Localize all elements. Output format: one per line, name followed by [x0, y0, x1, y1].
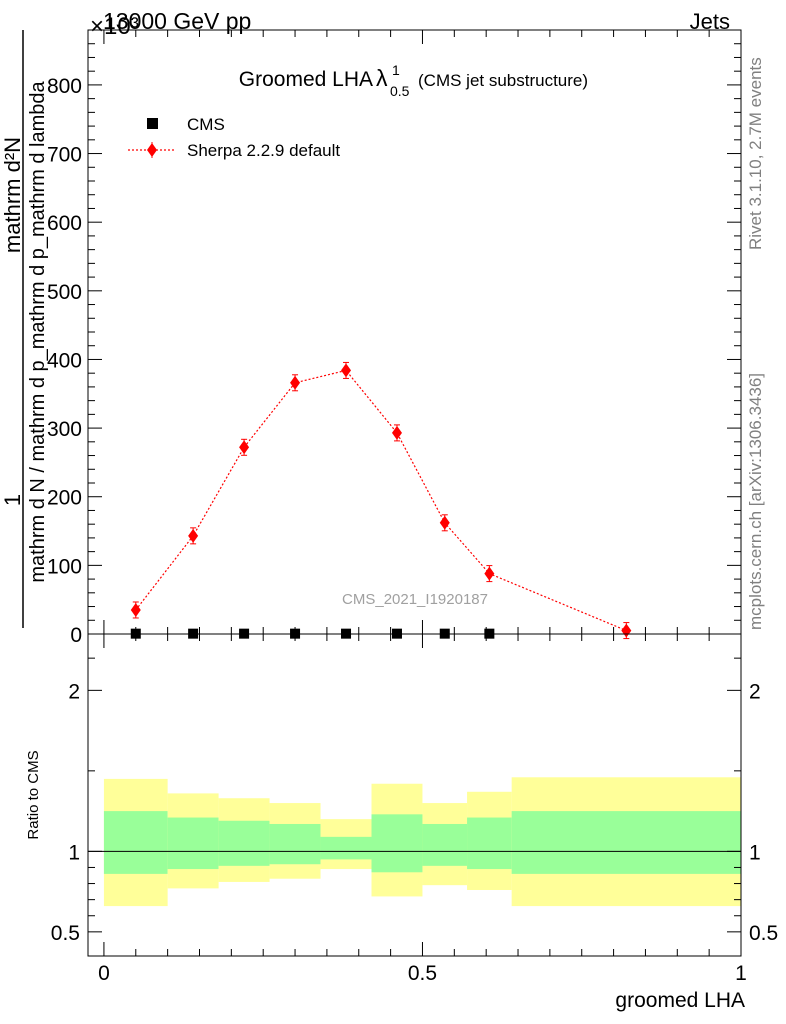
- lower-y-tick-label-left: 2: [68, 680, 80, 703]
- upper-ylabel-prefix: 1: [0, 494, 25, 506]
- sherpa-point: [188, 528, 199, 543]
- lower-y-tick-label-right: 0.5: [749, 922, 778, 945]
- ratio-ylabel: Ratio to CMS: [25, 750, 42, 839]
- legend-cms-marker: [147, 118, 158, 129]
- lower-axis-ticks: 0.5 0.51 12 20 0.5 1: [51, 634, 778, 985]
- lower-y-tick-label-right: 2: [749, 680, 761, 703]
- upper-y-tick-label: 500: [47, 281, 82, 304]
- sherpa-point: [484, 566, 495, 581]
- upper-ylabel-denominator: mathrm d N / mathrm d p_mathrm d p_mathr…: [27, 80, 49, 582]
- sherpa-point: [391, 425, 402, 440]
- ratio-band-inner: [269, 823, 321, 865]
- upper-ylabel-numerator: mathrm d²N: [0, 137, 25, 253]
- chart-title-lambda: λ: [376, 65, 388, 91]
- rivet-label: Rivet 3.1.10, 2.7M events: [746, 57, 765, 250]
- upper-panel: Groomed LHA λ 1 0.5 (CMS jet substructur…: [47, 29, 742, 647]
- upper-y-tick-label: 0: [70, 624, 82, 647]
- upper-y-tick-label: 800: [47, 75, 82, 98]
- chart-title-sub: 0.5: [390, 83, 410, 99]
- x-tick-label: 0.5: [408, 962, 437, 985]
- ratio-band-inner: [371, 814, 423, 873]
- sherpa-point: [290, 375, 301, 390]
- ratio-bands: [103, 777, 741, 907]
- ratio-band-inner: [167, 817, 219, 870]
- upper-plot-frame: [87, 29, 742, 635]
- upper-y-tick-label: 100: [47, 555, 82, 578]
- legend-cms-label: CMS: [187, 115, 225, 134]
- upper-y-tick-label: 200: [47, 487, 82, 510]
- upper-y-tick-label: 400: [47, 349, 82, 372]
- mcplots-label: mcplots.cern.ch [arXiv:1306.3436]: [746, 373, 765, 630]
- x-tick-label: 1: [735, 962, 747, 985]
- sherpa-point: [239, 440, 250, 455]
- lower-plot-frame: [87, 633, 742, 957]
- ratio-band-inner: [467, 817, 512, 870]
- lower-y-tick-label-left: 1: [68, 841, 80, 864]
- upper-y-tick-label: 300: [47, 418, 82, 441]
- ratio-band-inner: [422, 823, 468, 866]
- lower-panel: 0.5 0.51 12 20 0.5 1 Ratio to CMS groomed LHA: [25, 633, 778, 1012]
- legend-sherpa-label: Sherpa 2.2.9 default: [187, 141, 340, 160]
- watermark: CMS_2021_I1920187: [342, 591, 488, 608]
- lower-y-tick-label-right: 1: [749, 841, 761, 864]
- sherpa-point: [439, 515, 450, 530]
- ratio-band-inner: [511, 811, 741, 874]
- chart-title-main: Groomed LHA: [239, 68, 373, 91]
- ratio-band-inner: [320, 836, 372, 860]
- sherpa-point: [341, 363, 352, 378]
- sherpa-point: [130, 602, 141, 617]
- x-tick-label: 0: [98, 962, 110, 985]
- ratio-band-inner: [218, 820, 270, 866]
- exponent-label: ×10³: [90, 13, 139, 40]
- lower-y-tick-label-left: 0.5: [51, 922, 80, 945]
- sherpa-point: [621, 623, 632, 638]
- x-axis-label: groomed LHA: [615, 989, 745, 1012]
- legend: CMS Sherpa 2.2.9 default: [128, 115, 340, 160]
- chart-title-suffix: (CMS jet substructure): [418, 71, 588, 90]
- ratio-band-inner: [103, 811, 168, 874]
- upper-y-tick-label: 600: [47, 212, 82, 235]
- chart-title-sup: 1: [392, 62, 400, 78]
- upper-y-tick-label: 700: [47, 144, 82, 167]
